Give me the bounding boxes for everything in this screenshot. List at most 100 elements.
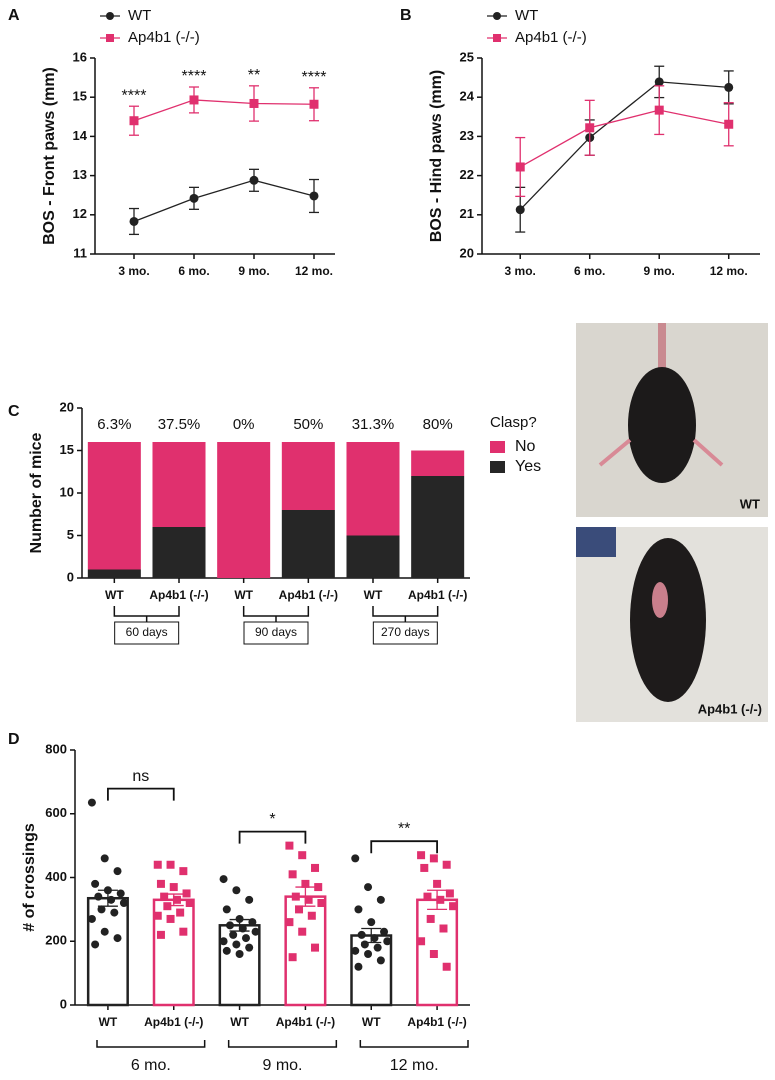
legend-marker	[106, 12, 114, 20]
paws	[598, 438, 724, 467]
photo-label: WT	[740, 496, 760, 511]
bar-segment	[87, 442, 141, 570]
y-tick-label: 21	[460, 206, 474, 221]
photo-wt: WT	[576, 323, 768, 517]
data-point	[311, 943, 320, 952]
group-box	[372, 621, 438, 645]
y-tick-label: 25	[460, 49, 474, 64]
data-point	[222, 946, 231, 955]
series-line	[133, 99, 315, 122]
bar-segment	[87, 569, 141, 578]
data-point	[160, 892, 169, 901]
group-box	[114, 621, 180, 645]
bar	[218, 924, 261, 1007]
data-point	[248, 918, 257, 927]
data-point	[442, 962, 451, 971]
data-point	[97, 905, 106, 914]
bar-segment	[411, 476, 465, 578]
data-point	[232, 886, 241, 895]
error-bar	[97, 889, 118, 907]
x-tick-label: Ap4b1 (-/-)	[149, 588, 208, 602]
bar-segment	[346, 442, 400, 536]
y-tick-label: 10	[60, 484, 74, 499]
percent-label: 31.3%	[352, 416, 395, 433]
data-point	[169, 883, 178, 892]
marker	[249, 175, 259, 185]
y-tick-label: 15	[73, 89, 87, 104]
series-line	[519, 109, 729, 168]
data-point	[380, 927, 389, 936]
y-axis-label: # of crossings	[21, 823, 38, 932]
data-point	[107, 895, 116, 904]
mouse	[630, 538, 706, 702]
x-tick-label: 3 mo.	[118, 264, 149, 278]
x-tick-label: WT	[230, 1015, 249, 1029]
data-point	[219, 937, 228, 946]
error-bar	[361, 927, 382, 944]
legend-label: WT	[128, 7, 151, 24]
y-tick-label: 13	[73, 167, 87, 182]
group-label: 6 mo.	[131, 1057, 171, 1074]
group-label: 9 mo.	[262, 1057, 302, 1074]
significance: *	[269, 811, 275, 828]
y-tick-label: 0	[67, 569, 74, 584]
sig-bracket	[370, 840, 438, 854]
data-point	[367, 918, 376, 927]
data-point	[298, 927, 307, 936]
data-point	[433, 879, 442, 888]
y-tick-label: 12	[73, 206, 87, 221]
data-point	[110, 908, 119, 917]
data-point	[423, 892, 432, 901]
marker	[585, 123, 595, 133]
data-point	[288, 953, 297, 962]
data-point	[245, 943, 254, 952]
y-tick-label: 14	[73, 128, 88, 143]
data-point	[91, 940, 100, 949]
marker	[515, 162, 525, 172]
data-point	[251, 927, 260, 936]
group-label: 60 days	[126, 625, 168, 639]
error-bar	[427, 889, 448, 911]
y-tick-label: 200	[45, 933, 67, 948]
data-point	[285, 918, 294, 927]
paws	[652, 582, 668, 618]
data-point	[100, 927, 109, 936]
legend-marker	[493, 34, 501, 42]
data-point	[307, 911, 316, 920]
data-point	[317, 899, 326, 907]
data-point	[100, 854, 109, 863]
group-bracket	[359, 1040, 469, 1048]
tail	[658, 323, 666, 383]
y-tick-label: 23	[460, 128, 474, 143]
y-tick-label: 0	[60, 996, 67, 1011]
data-point	[91, 879, 100, 888]
data-point	[417, 937, 426, 946]
y-tick-label: 24	[460, 89, 475, 104]
data-point	[94, 892, 103, 901]
sig-bracket	[107, 787, 175, 801]
group-label: 270 days	[381, 625, 430, 639]
significance: ****	[182, 68, 207, 85]
data-point	[449, 902, 458, 911]
significance: ns	[132, 768, 149, 785]
significance: ****	[122, 87, 147, 104]
data-point	[370, 934, 379, 943]
data-point	[113, 867, 122, 876]
marker	[249, 98, 259, 108]
marker	[189, 193, 199, 203]
x-tick-label: Ap4b1 (-/-)	[407, 1015, 466, 1029]
marker	[309, 99, 319, 109]
series-line	[133, 179, 315, 223]
legend-label: WT	[515, 7, 538, 24]
data-point	[439, 924, 448, 933]
x-tick-label: 9 mo.	[238, 264, 269, 278]
glove	[576, 527, 616, 557]
y-axis-label: BOS - Front paws (mm)	[41, 67, 58, 245]
bar-segment	[281, 442, 335, 510]
error-bar	[229, 918, 250, 932]
data-point	[153, 911, 162, 920]
sig-bracket	[238, 830, 307, 844]
error-bar	[163, 893, 184, 907]
legend-label: Ap4b1 (-/-)	[515, 29, 587, 46]
